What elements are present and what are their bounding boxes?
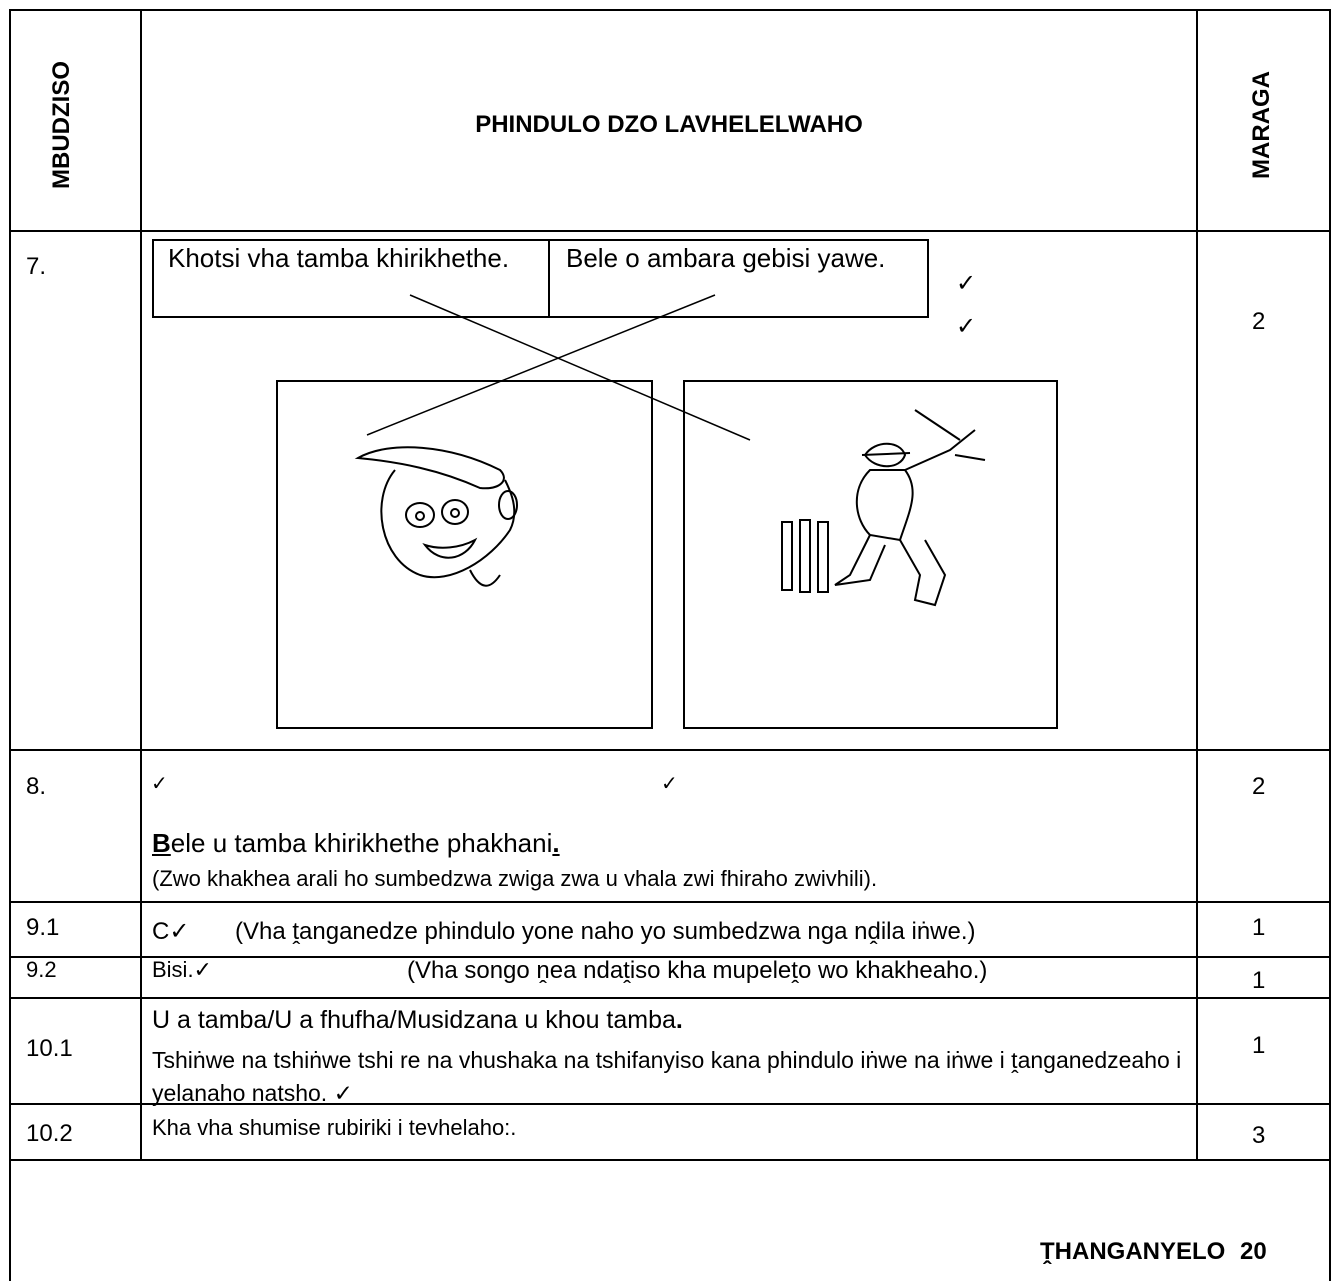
answer-initial: B xyxy=(152,828,171,858)
note: (Vha songo ṋea ndaṱiso kha mupeleṱo wo k… xyxy=(407,957,988,984)
picture-box xyxy=(276,380,653,729)
tick: ✓ xyxy=(151,773,168,795)
label-box xyxy=(152,239,929,318)
match-line xyxy=(366,294,716,436)
cricketer-drawing xyxy=(781,409,986,607)
marks: 1 xyxy=(1252,1032,1266,1059)
picture-box xyxy=(683,380,1058,729)
table-border xyxy=(9,9,1331,1281)
question-number: 10.1 xyxy=(26,1035,73,1062)
tick: ✓ xyxy=(956,270,977,297)
question-number: 10.2 xyxy=(26,1120,73,1147)
answer: Bele u tamba khirikhethe phakhani. xyxy=(152,828,560,859)
tick: ✓ xyxy=(661,773,678,795)
header-marks: MARAGA xyxy=(1248,71,1275,179)
answer: Kha vha shumise rubiriki i tevhelaho:. xyxy=(152,1115,517,1140)
marks: 3 xyxy=(1252,1122,1266,1149)
match-label: Khotsi vha tamba khirikhethe. xyxy=(168,243,510,273)
match-line xyxy=(409,294,751,441)
marks: 2 xyxy=(1252,773,1266,800)
total-value: 20 xyxy=(1240,1238,1267,1265)
tick: ✓ xyxy=(956,313,977,340)
question-number: 7. xyxy=(26,253,47,280)
answer-end: . xyxy=(675,1006,683,1034)
note: Tshiṅwe na tshiṅwe tshi re na vhushaka n… xyxy=(152,1047,1182,1107)
header-question: MBUDZISO xyxy=(48,61,75,189)
marks: 1 xyxy=(1252,967,1266,994)
note: (Zwo khakhea arali ho sumbedzwa zwiga zw… xyxy=(152,866,878,891)
total-label: ṰHANGANYELO xyxy=(1040,1238,1226,1265)
answer-end: . xyxy=(552,828,560,858)
note: (Vha ṱanganedze phindulo yone naho yo su… xyxy=(235,918,976,945)
header-title: PHINDULO DZO LAVHELELWAHO xyxy=(475,111,863,138)
answer-text: U a tamba/U a fhufha/Musidzana u khou ta… xyxy=(152,1006,676,1034)
marks: 1 xyxy=(1252,914,1266,941)
answer: C✓ xyxy=(152,918,190,945)
cap-boy-drawing xyxy=(354,446,518,587)
marks: 2 xyxy=(1252,308,1266,335)
match-label: Bele o ambara gebisi yawe. xyxy=(566,243,886,273)
question-number: 8. xyxy=(26,773,47,800)
answer-text: ele u tamba khirikhethe phakhani xyxy=(170,828,553,858)
answer: U a tamba/U a fhufha/Musidzana u khou ta… xyxy=(152,1005,683,1035)
answer: Bisi.✓ xyxy=(152,957,212,982)
question-number: 9.2 xyxy=(26,957,57,982)
question-number: 9.1 xyxy=(26,914,60,941)
